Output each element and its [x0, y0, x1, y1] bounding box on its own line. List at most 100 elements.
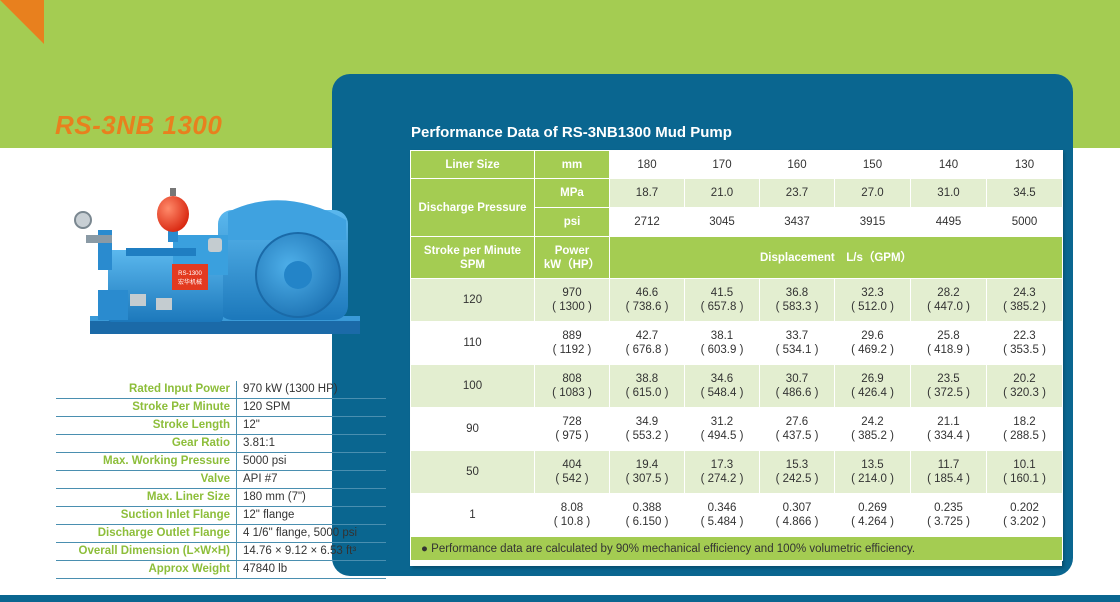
spm-cell: 110	[410, 321, 535, 365]
discharge-pressure-label: Discharge Pressure	[410, 178, 535, 237]
displacement-cell: 0.235 ( 3.725 )	[910, 493, 987, 537]
displacement-row: 120 970 ( 1300 ) 46.6 ( 738.6 ) 41.5 ( 657.8 )…	[410, 278, 1063, 322]
spec-value: 180 mm (7")	[243, 491, 306, 503]
spec-row: Max. Working Pressure 5000 psi	[56, 453, 386, 471]
table-title: Performance Data of RS-3NB1300 Mud Pump	[411, 124, 732, 141]
spec-value: 12"	[243, 419, 260, 431]
liner-unit: mm	[534, 150, 610, 179]
displacement-gpm: ( 3.725 )	[927, 516, 970, 528]
displacement-cell: 26.9 ( 426.4 )	[834, 364, 911, 408]
displacement-ls: 24.2	[861, 416, 884, 428]
mpa-cell: 31.0	[910, 178, 987, 208]
displacement-cell: 0.346 ( 5.484 )	[684, 493, 760, 537]
spm-cell: 120	[410, 278, 535, 322]
power-hp: ( 975 )	[555, 430, 589, 442]
mpa-cell: 21.0	[684, 178, 760, 208]
power-kw: 970	[562, 287, 582, 299]
psi-cell: 4495	[910, 207, 987, 237]
displacement-gpm: ( 288.5 )	[1003, 430, 1046, 442]
displacement-ls: 25.8	[937, 330, 960, 342]
displacement-cell: 23.5 ( 372.5 )	[910, 364, 987, 408]
power-kw: 8.08	[560, 502, 584, 514]
displacement-ls: 27.6	[785, 416, 809, 428]
spm-cell: 100	[410, 364, 535, 408]
displacement-cell: 24.3 ( 385.2 )	[986, 278, 1063, 322]
stroke-header: Stroke per Minute SPM	[410, 236, 535, 279]
spec-value: 970 kW (1300 HP)	[243, 383, 338, 395]
spm-cell: 50	[410, 450, 535, 494]
power-hp: ( 1300 )	[552, 301, 592, 313]
pump-nameplate-line2: 宏华机械	[178, 278, 202, 286]
displacement-row: 90 728 ( 975 ) 34.9 ( 553.2 ) 31.2 ( 494.5 ) 27…	[410, 407, 1063, 451]
displacement-ls: 21.1	[937, 416, 960, 428]
displacement-ls: 31.2	[710, 416, 734, 428]
power-cell: 970 ( 1300 )	[534, 278, 610, 322]
spm-cell: 90	[410, 407, 535, 451]
spec-label: Approx Weight	[56, 561, 237, 578]
spec-label: Gear Ratio	[56, 435, 237, 452]
displacement-gpm: ( 385.2 )	[1003, 301, 1046, 313]
power-kw: 808	[562, 373, 582, 385]
displacement-ls: 46.6	[635, 287, 659, 299]
power-kw: 404	[562, 459, 582, 471]
mpa-cell: 23.7	[759, 178, 835, 208]
displacement-cell: 20.2 ( 320.3 )	[986, 364, 1063, 408]
displacement-cell: 24.2 ( 385.2 )	[834, 407, 911, 451]
displacement-cell: 34.6 ( 548.4 )	[684, 364, 760, 408]
footer-bar	[0, 595, 1120, 602]
displacement-gpm: ( 160.1 )	[1003, 473, 1046, 485]
displacement-ls: 0.235	[934, 502, 963, 514]
displacement-ls: 20.2	[1013, 373, 1036, 385]
liner-size-cell: 170	[684, 150, 760, 179]
displacement-gpm: ( 5.484 )	[700, 516, 744, 528]
displacement-gpm: ( 214.0 )	[851, 473, 894, 485]
displacement-ls: 28.2	[937, 287, 960, 299]
power-hp: ( 1083 )	[552, 387, 592, 399]
displacement-cell: 21.1 ( 334.4 )	[910, 407, 987, 451]
displacement-cell: 15.3 ( 242.5 )	[759, 450, 835, 494]
displacement-gpm: ( 353.5 )	[1003, 344, 1046, 356]
spec-value: 14.76 × 9.12 × 6.53 ft³	[243, 545, 357, 557]
displacement-gpm: ( 307.5 )	[625, 473, 669, 485]
displacement-ls: 36.8	[785, 287, 809, 299]
spec-row: Stroke Per Minute 120 SPM	[56, 399, 386, 417]
liner-size-label: Liner Size	[410, 150, 535, 179]
displacement-gpm: ( 494.5 )	[700, 430, 744, 442]
spec-label: Stroke Length	[56, 417, 237, 434]
displacement-cell: 38.8 ( 615.0 )	[609, 364, 685, 408]
displacement-gpm: ( 738.6 )	[625, 301, 669, 313]
displacement-gpm: ( 657.8 )	[700, 301, 744, 313]
displacement-gpm: ( 242.5 )	[775, 473, 819, 485]
spec-label: Max. Working Pressure	[56, 453, 237, 470]
displacement-cell: 38.1 ( 603.9 )	[684, 321, 760, 365]
displacement-ls: 22.3	[1013, 330, 1036, 342]
displacement-ls: 17.3	[710, 459, 734, 471]
displacement-cell: 25.8 ( 418.9 )	[910, 321, 987, 365]
displacement-gpm: ( 615.0 )	[625, 387, 669, 399]
displacement-row: 110 889 ( 1192 ) 42.7 ( 676.8 ) 38.1 ( 603.9 )…	[410, 321, 1063, 365]
power-hp: ( 542 )	[555, 473, 589, 485]
note-text: Performance data are calculated by 90% m…	[431, 542, 916, 555]
displacement-gpm: ( 372.5 )	[927, 387, 970, 399]
psi-cell: 3915	[834, 207, 911, 237]
power-cell: 808 ( 1083 )	[534, 364, 610, 408]
power-kw: 728	[562, 416, 582, 428]
displacement-ls: 15.3	[785, 459, 809, 471]
spec-row: Gear Ratio 3.81:1	[56, 435, 386, 453]
spec-label: Overall Dimension (L×W×H)	[56, 543, 237, 560]
displacement-ls: 0.388	[632, 502, 662, 514]
pump-nameplate-line1: RS-1300	[178, 271, 202, 277]
displacement-cell: 46.6 ( 738.6 )	[609, 278, 685, 322]
spec-label: Rated Input Power	[56, 381, 237, 398]
note-row: ● Performance data are calculated by 90%…	[410, 536, 1063, 561]
corner-accent	[0, 0, 44, 44]
displacement-ls: 29.6	[861, 330, 884, 342]
displacement-gpm: ( 676.8 )	[625, 344, 669, 356]
displacement-cell: 18.2 ( 288.5 )	[986, 407, 1063, 451]
displacement-ls: 41.5	[710, 287, 734, 299]
spec-value: API #7	[243, 473, 278, 485]
power-header-line2: kW（HP）	[543, 258, 601, 271]
spec-value: 5000 psi	[243, 455, 287, 467]
power-cell: 404 ( 542 )	[534, 450, 610, 494]
displacement-ls: 11.7	[937, 459, 960, 471]
